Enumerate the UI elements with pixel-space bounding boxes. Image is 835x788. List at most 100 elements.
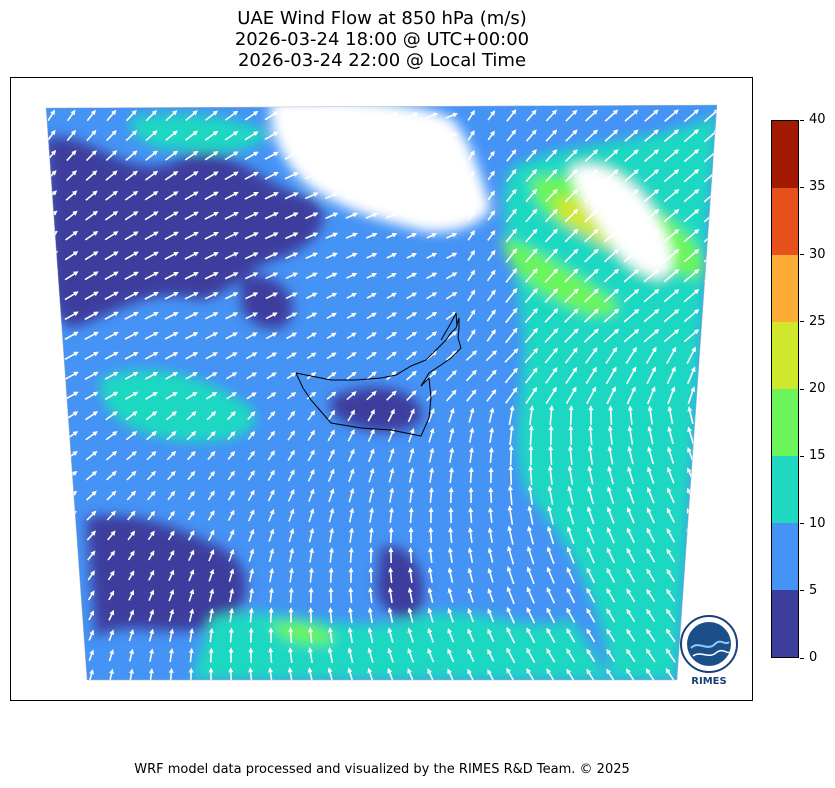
wind-arrow: [108, 590, 115, 601]
wind-arrow: [208, 647, 214, 663]
wind-arrow: [586, 526, 595, 544]
wind-arrow: [308, 567, 314, 583]
colorbar-band: [772, 255, 798, 322]
wind-arrow: [683, 188, 700, 203]
wind-arrow: [544, 268, 559, 283]
wind-arrow: [147, 550, 155, 561]
wind-arrow: [564, 188, 579, 203]
wind-arrow: [124, 371, 139, 380]
wind-arrow: [286, 372, 297, 380]
wind-arrow: [487, 110, 496, 121]
wind-arrow: [643, 169, 660, 183]
wind-arrow: [687, 406, 694, 425]
wind-arrow: [564, 328, 579, 343]
wind-arrow: [46, 510, 58, 521]
wind-arrow: [445, 331, 458, 341]
wind-arrow: [308, 508, 315, 523]
wind-arrow: [305, 232, 319, 240]
wind-arrow: [308, 627, 314, 643]
wind-arrow: [586, 567, 596, 584]
wind-arrow: [526, 627, 536, 644]
wind-arrow: [703, 329, 717, 343]
wind-arrow: [364, 132, 379, 140]
wind-arrow: [663, 228, 680, 243]
wind-arrow: [224, 171, 239, 181]
wind-arrow: [347, 647, 354, 663]
wind-arrow: [506, 149, 517, 162]
wind-arrow: [566, 607, 576, 623]
wind-arrow: [366, 332, 377, 340]
wind-arrow: [587, 445, 594, 465]
colorbar-tick-label: 15: [800, 449, 826, 463]
wind-arrow: [184, 292, 199, 300]
wind-arrow: [467, 567, 474, 583]
wind-arrow: [547, 525, 555, 545]
wind-arrow: [184, 211, 199, 221]
wind-arrow: [348, 587, 354, 603]
wind-arrow: [48, 650, 54, 661]
wind-arrow: [646, 628, 656, 643]
wind-arrow: [244, 212, 259, 220]
wind-arrow: [703, 308, 717, 323]
wind-arrow: [667, 386, 676, 405]
wind-arrow: [164, 332, 179, 340]
wind-arrow: [705, 568, 716, 583]
wind-arrow: [344, 132, 359, 140]
wind-arrow: [205, 372, 218, 380]
wind-arrow: [288, 528, 295, 543]
wind-arrow: [565, 366, 578, 384]
wind-arrow: [346, 371, 357, 380]
wind-arrow: [125, 391, 139, 400]
wind-arrow: [524, 347, 539, 364]
footer-credit: WRF model data processed and visualized …: [134, 762, 630, 777]
wind-arrow: [623, 208, 640, 223]
wind-arrow: [85, 450, 98, 461]
wind-arrow: [247, 411, 256, 421]
wind-arrow: [164, 150, 179, 161]
wind-arrow: [289, 567, 294, 583]
wind-arrow: [288, 607, 294, 623]
wind-arrow: [526, 647, 536, 663]
wind-arrow: [264, 212, 279, 220]
wind-arrow: [707, 366, 716, 385]
colorbar-tick-label: 20: [800, 382, 826, 396]
wind-arrow: [284, 192, 299, 200]
rimes-globe-icon: [680, 615, 738, 673]
wind-arrow: [407, 607, 414, 623]
colorbar-tick-label: 0: [800, 651, 817, 665]
wind-arrow: [65, 230, 79, 241]
wind-arrow: [566, 628, 576, 643]
wind-arrow: [224, 191, 239, 200]
wind-arrow: [67, 610, 75, 621]
wind-arrow: [287, 430, 296, 441]
wind-arrow: [264, 111, 279, 121]
wind-arrow: [128, 570, 135, 581]
logo-label: RIMES: [691, 676, 727, 687]
wind-arrow: [445, 152, 458, 159]
wind-arrow: [487, 150, 495, 161]
wind-arrow: [107, 530, 116, 541]
wind-arrow: [285, 272, 299, 280]
wind-arrow: [204, 211, 219, 220]
wind-arrow: [228, 548, 235, 562]
wind-arrow: [627, 445, 634, 465]
wind-arrow: [107, 570, 115, 581]
wind-arrow: [244, 151, 259, 161]
wind-arrow: [224, 232, 239, 240]
wind-arrow: [506, 606, 516, 624]
wind-arrow: [104, 311, 119, 320]
wind-arrow: [447, 567, 454, 583]
wind-arrow: [185, 372, 198, 380]
wind-arrow: [446, 213, 458, 219]
wind-arrow: [366, 272, 378, 279]
wind-arrow: [683, 248, 700, 263]
wind-arrow: [265, 332, 278, 340]
wind-arrow: [387, 587, 393, 604]
wind-arrow: [267, 410, 276, 421]
wind-arrow: [365, 172, 379, 179]
wind-arrow: [487, 170, 495, 181]
wind-arrow: [505, 307, 518, 324]
wind-arrow: [526, 667, 536, 680]
wind-arrow: [267, 489, 275, 502]
wind-arrow: [207, 450, 216, 461]
